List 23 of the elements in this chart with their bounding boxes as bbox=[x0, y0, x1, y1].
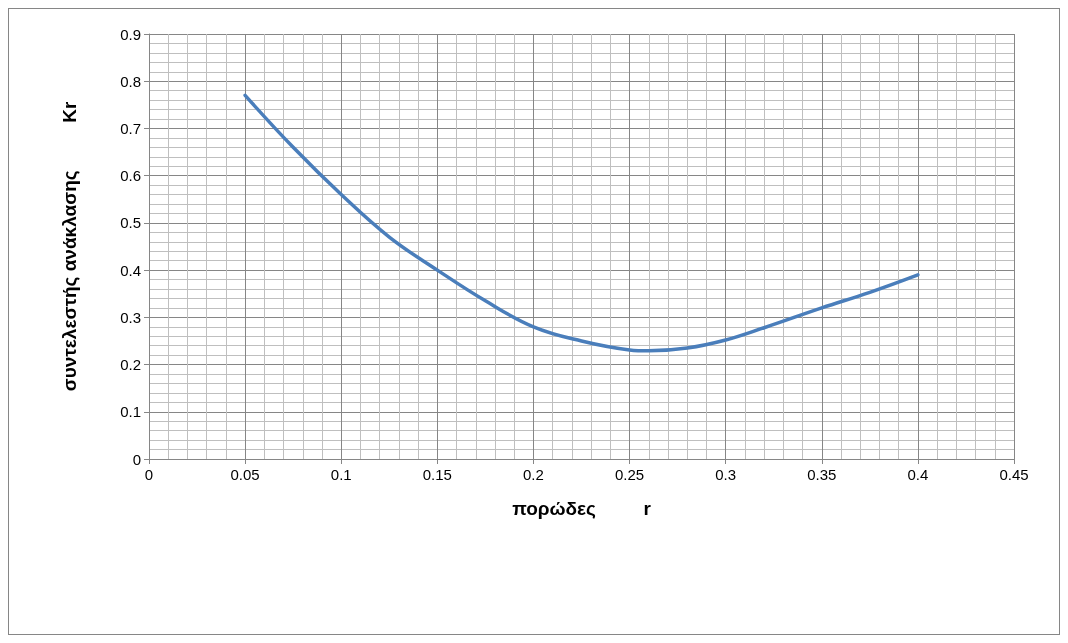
y-tick-label: 0.9 bbox=[120, 25, 141, 43]
x-tick-label: 0.05 bbox=[230, 466, 260, 483]
x-tick-label: 0.45 bbox=[999, 466, 1029, 483]
x-tick-label: 0.3 bbox=[715, 466, 737, 483]
x-tick-label: 0.15 bbox=[422, 466, 452, 483]
y-tick-label: 0.6 bbox=[120, 167, 141, 185]
x-axis-title: πορώδες r bbox=[512, 498, 652, 519]
y-tick-label: 0.1 bbox=[120, 403, 141, 421]
x-tick-label: 0.35 bbox=[807, 466, 837, 483]
y-tick-label: 0.3 bbox=[120, 308, 141, 326]
x-tick-label: 0.4 bbox=[907, 466, 929, 483]
x-tick-label: 0.25 bbox=[614, 466, 645, 483]
line-series bbox=[243, 93, 920, 353]
y-tick-label: 0.5 bbox=[120, 214, 141, 232]
x-tick-label: 0 bbox=[144, 466, 154, 483]
x-tick-label: 0.2 bbox=[523, 466, 544, 483]
y-tick-label: 0.4 bbox=[120, 261, 141, 279]
y-tick-label: 0.2 bbox=[120, 356, 141, 374]
x-tick-label: 0.1 bbox=[330, 466, 352, 483]
y-tick-label: 0 bbox=[132, 450, 141, 468]
y-tick-label: 0.8 bbox=[120, 72, 141, 90]
y-tick-label: 0.7 bbox=[120, 119, 141, 137]
y-axis-title: συντελεστής ανάκλασης Kr bbox=[59, 101, 80, 392]
